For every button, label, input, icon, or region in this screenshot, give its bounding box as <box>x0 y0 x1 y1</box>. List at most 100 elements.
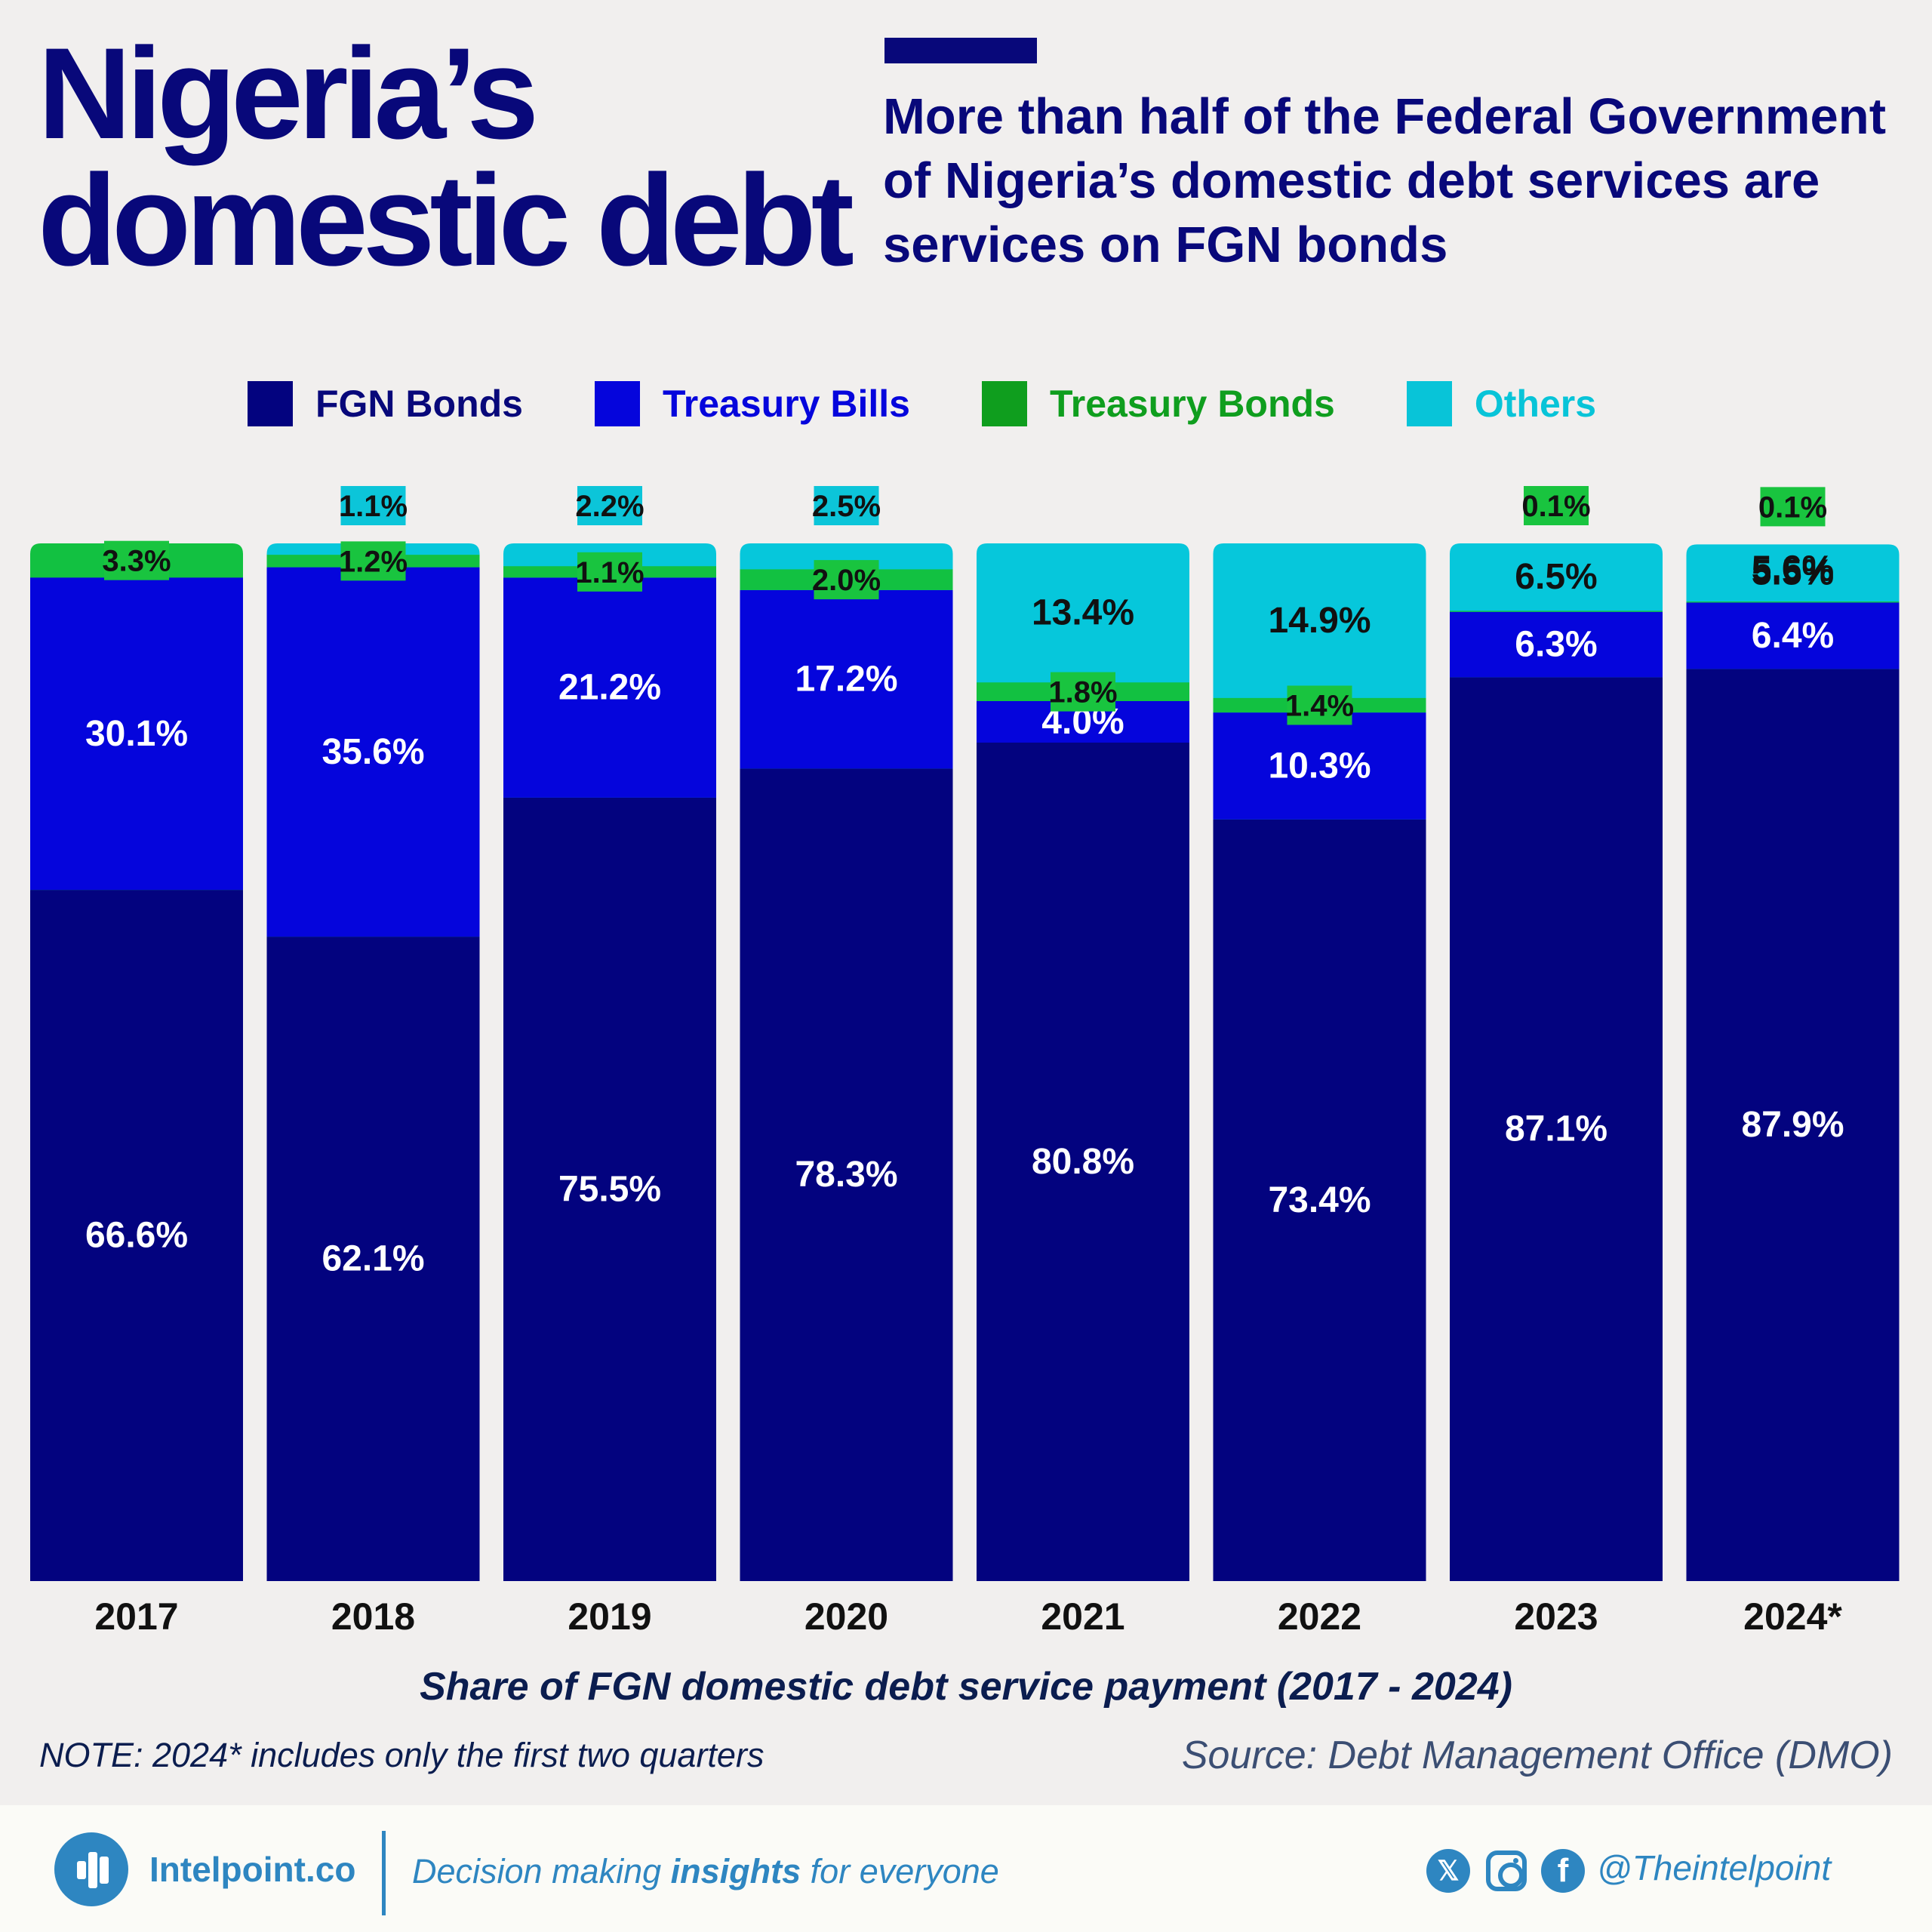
data-label: 6.3% <box>1515 625 1597 665</box>
instagram-icon[interactable] <box>1484 1849 1528 1893</box>
legend-swatch <box>594 381 640 426</box>
data-label: 6.5% <box>1515 557 1597 597</box>
bar-fgn-bonds <box>503 797 716 1581</box>
tagline-emphasis: insights <box>670 1852 801 1890</box>
data-label: 0.1% <box>1758 491 1827 524</box>
tagline: Decision making insights for everyone <box>412 1852 999 1891</box>
legend-item-treasury-bills: Treasury Bills <box>594 381 910 426</box>
data-label-tag <box>104 540 169 580</box>
x-tick-label: 2017 <box>94 1595 178 1638</box>
bar-fgn-bonds <box>266 937 480 1581</box>
brand-name[interactable]: Intelpoint.co <box>149 1850 356 1889</box>
data-label: 10.3% <box>1268 746 1371 786</box>
data-label: 0.1% <box>1521 490 1590 523</box>
data-label-tag <box>340 486 406 525</box>
x-tick-label: 2024* <box>1743 1595 1842 1638</box>
bar-treasury-bills <box>503 577 716 798</box>
data-label: 2.5% <box>812 490 881 523</box>
data-label: 1.1% <box>339 490 408 523</box>
data-label-tag <box>814 560 879 600</box>
data-label: 6.4% <box>1752 616 1834 656</box>
data-label: 30.1% <box>85 714 188 754</box>
intelpoint-logo-icon <box>54 1832 128 1906</box>
data-label: 35.6% <box>321 732 424 772</box>
x-tick-label: 2022 <box>1278 1595 1361 1638</box>
footnote: NOTE: 2024* includes only the first two … <box>39 1736 764 1774</box>
data-label: 14.9% <box>1268 601 1371 641</box>
subtitle: More than half of the Federal Government… <box>883 88 1887 273</box>
legend-label: Treasury Bonds <box>1049 383 1335 425</box>
x-tick-label: 2020 <box>804 1595 888 1638</box>
social-handle[interactable]: @Theintelpoint <box>1597 1848 1832 1887</box>
data-label: 2.0% <box>812 564 881 597</box>
x-tick-label: 2023 <box>1514 1595 1598 1638</box>
legend-item-others: Others <box>1406 381 1597 426</box>
data-label: 75.5% <box>558 1169 661 1209</box>
data-label: 62.1% <box>321 1239 424 1279</box>
bar-treasury-bills <box>30 577 243 891</box>
page-title: Nigeria’s domestic debt <box>38 21 854 293</box>
data-label-tag <box>1524 486 1589 525</box>
data-label-tag <box>577 486 642 525</box>
tagline-start: Decision making <box>412 1852 671 1890</box>
legend-label: FGN Bonds <box>315 383 523 425</box>
x-tick-label: 2021 <box>1041 1595 1124 1638</box>
data-label: 1.2% <box>339 545 408 578</box>
data-label-tag <box>1760 487 1826 527</box>
data-label-tag <box>814 486 879 525</box>
footer: Intelpoint.co Decision making insights f… <box>0 1805 1932 1932</box>
legend-swatch <box>248 381 293 426</box>
bar-treasury-bills <box>1686 602 1900 669</box>
data-label: 17.2% <box>795 660 897 700</box>
legend-item-treasury-bonds: Treasury Bonds <box>981 381 1335 426</box>
tagline-end: for everyone <box>801 1852 999 1890</box>
data-label-tag <box>577 552 642 592</box>
legend-swatch <box>981 381 1027 426</box>
bar-treasury-bills <box>740 589 953 769</box>
bar-treasury-bills <box>1213 712 1426 820</box>
data-label-tag <box>340 541 406 581</box>
x-tick-label: 2018 <box>331 1595 415 1638</box>
bar-fgn-bonds <box>740 768 953 1581</box>
legend-item-fgn-bonds: FGN Bonds <box>248 381 523 426</box>
data-label: 1.1% <box>575 556 644 589</box>
data-label: 87.9% <box>1741 1105 1844 1145</box>
data-label: 13.4% <box>1032 593 1134 633</box>
bar-fgn-bonds <box>1450 677 1663 1581</box>
bar-treasury-bonds <box>1686 601 1900 603</box>
data-label: 1.8% <box>1048 676 1117 709</box>
accent-bar <box>884 38 1037 63</box>
stacked-bar-chart: 66.6% 30.1% 3.3% 2017 62.1% 35.6% 1.2% 1.1% 2018… <box>30 486 1900 1638</box>
bar-fgn-bonds <box>30 890 243 1581</box>
legend-label: Others <box>1474 383 1597 425</box>
legend-swatch <box>1406 381 1452 426</box>
data-label: 78.3% <box>795 1155 897 1195</box>
source-credit: Source: Debt Management Office (DMO) <box>1181 1734 1893 1777</box>
bar-treasury-bills <box>1450 611 1663 678</box>
data-label: 2.2% <box>575 490 644 523</box>
bar-fgn-bonds <box>1213 819 1426 1581</box>
legend-label: Treasury Bills <box>662 383 910 425</box>
data-label: 5.5% <box>1752 553 1834 593</box>
chart-legend: FGN Bonds Treasury Bills Treasury Bonds … <box>248 377 1596 430</box>
bar-treasury-bills <box>266 567 480 937</box>
data-label-tag <box>1287 685 1352 725</box>
data-label: 5.6% <box>1752 549 1834 589</box>
data-label: 80.8% <box>1032 1142 1134 1182</box>
x-tick-label: 2019 <box>568 1595 651 1638</box>
x-twitter-icon[interactable]: 𝕏 <box>1426 1849 1470 1893</box>
bar-fgn-bonds <box>977 743 1189 1581</box>
bar-fgn-bonds <box>1686 669 1900 1581</box>
data-label: 66.6% <box>85 1216 188 1256</box>
footer-divider <box>382 1831 386 1915</box>
title-line-2: domestic debt <box>38 148 854 293</box>
x-axis-title: Share of FGN domestic debt service payme… <box>420 1665 1512 1709</box>
data-label: 87.1% <box>1505 1109 1607 1149</box>
data-label: 3.3% <box>102 545 171 578</box>
title-line-1: Nigeria’s <box>38 21 539 166</box>
data-label: 1.4% <box>1285 690 1354 723</box>
facebook-icon[interactable]: f <box>1541 1849 1585 1893</box>
data-label: 73.4% <box>1268 1180 1371 1220</box>
data-label: 21.2% <box>558 668 661 708</box>
data-label-tag <box>1051 672 1115 712</box>
